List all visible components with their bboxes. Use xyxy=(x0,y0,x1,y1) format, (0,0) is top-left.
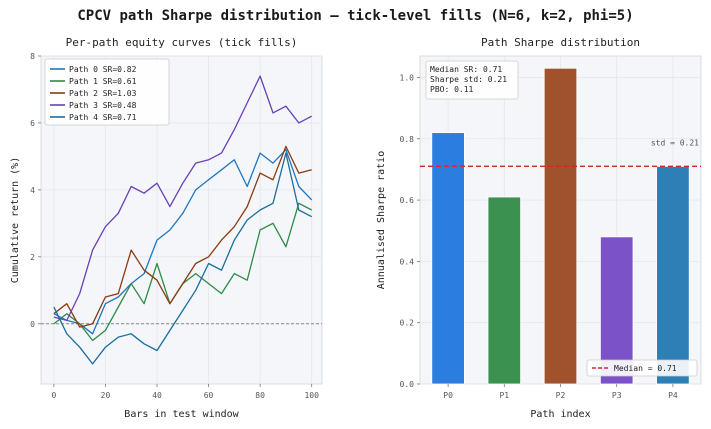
sharpe-x-axis-label: Path index xyxy=(530,409,590,420)
equity-legend-label: Path 0 SR=0.82 xyxy=(69,65,137,74)
sharpe-stats-line: Sharpe std: 0.21 xyxy=(430,75,507,84)
sharpe-y-tick-label: 0.0 xyxy=(400,380,415,389)
equity-legend-box xyxy=(44,58,170,126)
sharpe-x-tick-label: P2 xyxy=(556,391,566,400)
sharpe-y-tick-label: 0.2 xyxy=(400,319,415,328)
equity-x-axis-label: Bars in test window xyxy=(124,409,239,420)
equity-legend-label: Path 2 SR=1.03 xyxy=(69,89,137,98)
sharpe-y-tick-label: 1.0 xyxy=(400,73,415,82)
equity-y-tick-label: 6 xyxy=(30,119,35,128)
equity-line-path-3 xyxy=(53,75,312,322)
equity-y-tick-label: 4 xyxy=(30,186,35,195)
equity-y-tick-label: 0 xyxy=(30,320,35,329)
equity-line-path-2 xyxy=(53,145,312,328)
sharpe-x-tick-label: P4 xyxy=(668,391,678,400)
sharpe-stats-box xyxy=(425,60,519,100)
equity-y-axis-label: Cumulative return (%) xyxy=(10,157,21,283)
equity-x-tick-label: 0 xyxy=(51,391,56,400)
equity-curves-title: Per-path equity curves (tick fills) xyxy=(66,36,298,49)
equity-x-tick-label: 80 xyxy=(255,391,265,400)
sharpe-legend-box xyxy=(586,359,698,377)
sharpe-y-tick-label: 0.8 xyxy=(400,135,415,144)
equity-x-tick-label: 40 xyxy=(152,391,162,400)
figure-title: CPCV path Sharpe distribution — tick-lev… xyxy=(77,8,634,24)
equity-line-path-0 xyxy=(53,149,313,335)
equity-legend-label: Path 3 SR=0.48 xyxy=(69,101,137,110)
sharpe-y-axis-label: Annualised Sharpe ratio xyxy=(376,151,387,289)
sharpe-x-tick-label: P3 xyxy=(612,391,622,400)
equity-y-tick-label: 2 xyxy=(30,253,35,262)
sharpe-stats-line: Median SR: 0.71 xyxy=(430,65,502,74)
sharpe-stats-line: PBO: 0.11 xyxy=(430,85,474,94)
sharpe-bar-p4 xyxy=(656,165,690,385)
sharpe-x-tick-label: P0 xyxy=(443,391,453,400)
sharpe-std-annotation: std = 0.21 xyxy=(651,138,699,147)
sharpe-y-tick-label: 0.4 xyxy=(400,257,415,266)
sharpe-bars-panel: 0.0 0.2 0.4 0.6 0.8 1.0 P0 P1 P2 P3 P4 std = 0.21 Me… xyxy=(376,36,702,420)
sharpe-x-tick-label: P1 xyxy=(499,391,509,400)
sharpe-legend-label: Median = 0.71 xyxy=(614,364,677,373)
equity-x-tick-label: 60 xyxy=(204,391,214,400)
equity-legend-label: Path 1 SR=0.61 xyxy=(69,77,137,86)
sharpe-y-tick-label: 0.6 xyxy=(400,196,415,205)
sharpe-bar-p0 xyxy=(431,132,465,385)
equity-x-tick-label: 100 xyxy=(304,391,319,400)
sharpe-bar-p2 xyxy=(543,67,578,385)
sharpe-bar-p1 xyxy=(487,196,521,385)
sharpe-bars-title: Path Sharpe distribution xyxy=(481,36,640,49)
equity-y-tick-label: 8 xyxy=(30,52,35,61)
equity-legend-label: Path 4 SR=0.71 xyxy=(69,113,137,122)
equity-line-path-4 xyxy=(53,152,312,365)
equity-x-tick-label: 20 xyxy=(101,391,111,400)
equity-curves-panel: 0 20 40 60 80 100 0 2 4 6 8 Path 0 SR=0.82 Path 1 SR… xyxy=(10,36,323,420)
